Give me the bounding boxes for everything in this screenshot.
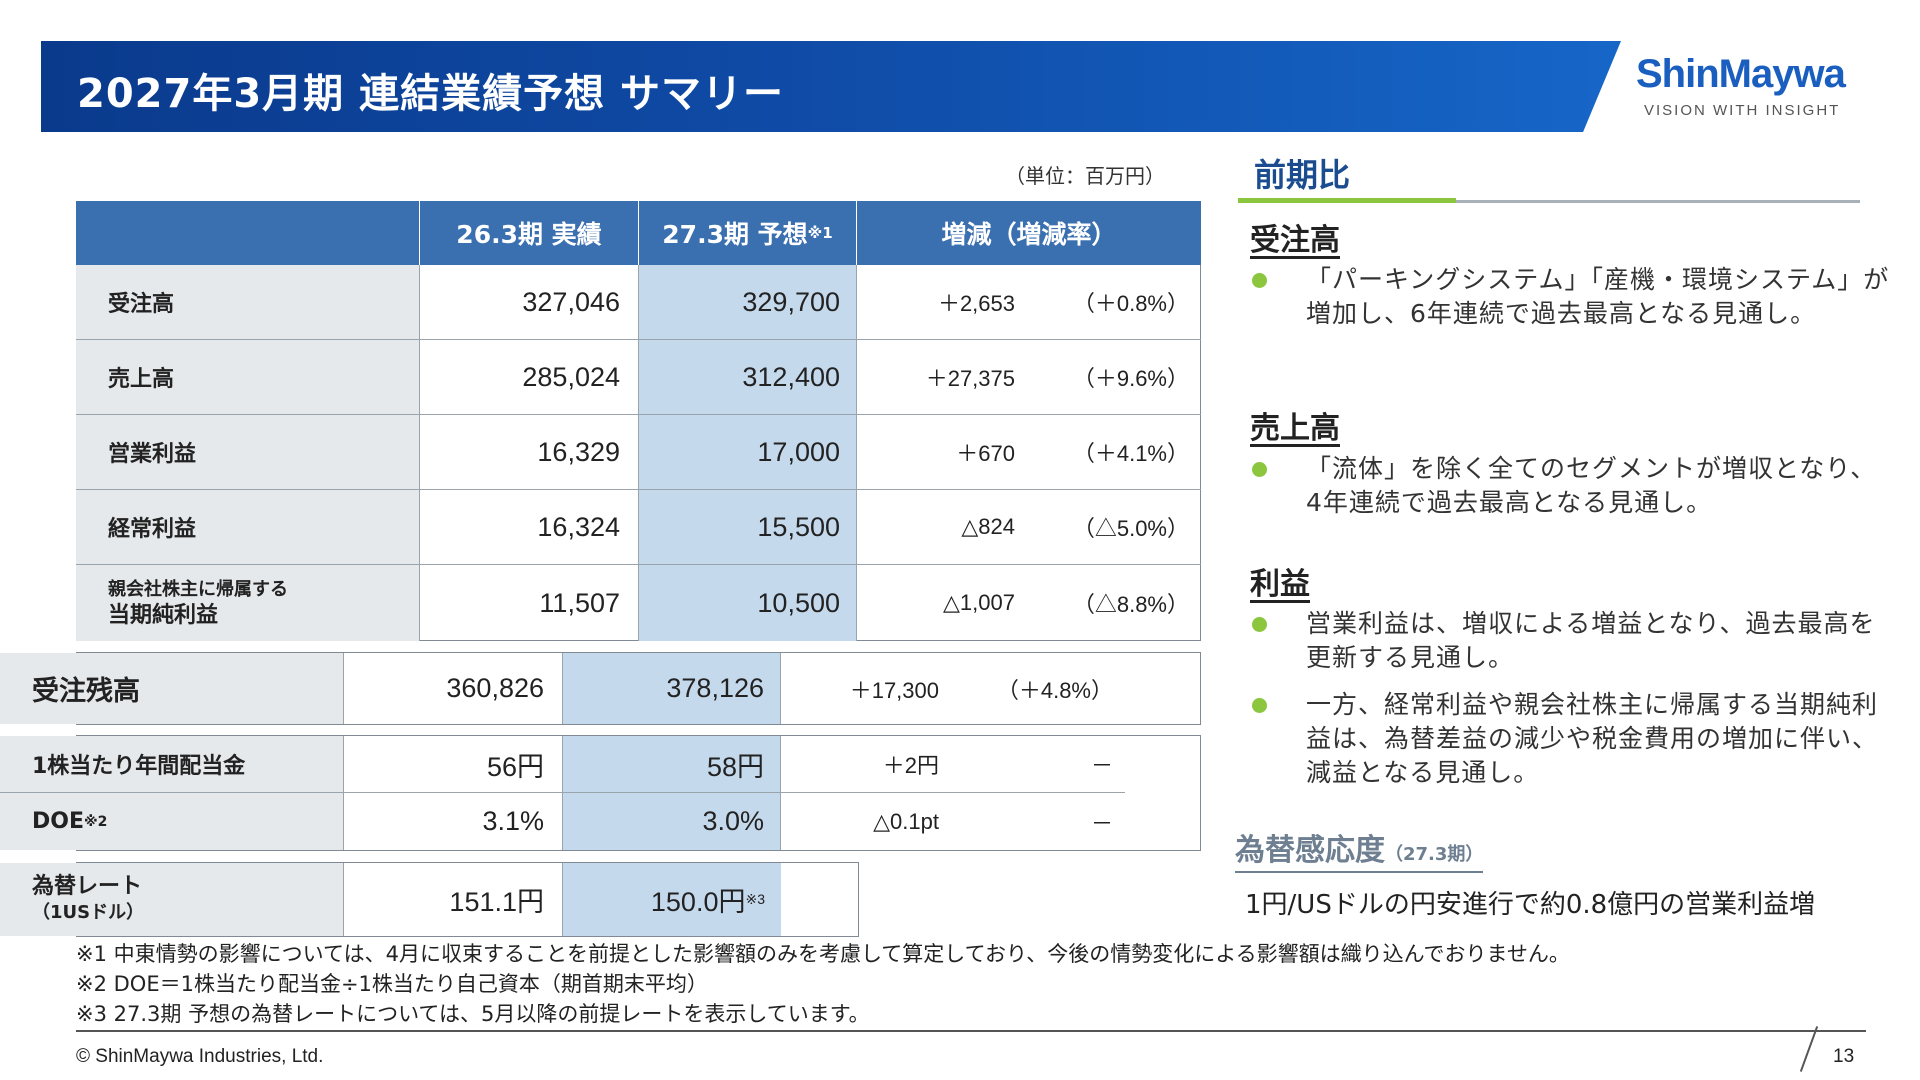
company-logo: ShinMaywa VISION WITH INSIGHT [1636, 52, 1866, 122]
copyright: © ShinMaywa Industries, Ltd. [76, 1046, 324, 1067]
row-label: DOE ※2 [0, 793, 344, 850]
table-row: 営業利益 16,329 17,000 ＋670 （＋4.1%） [76, 415, 1201, 490]
row-label-line2: （1USドル） [32, 901, 145, 923]
bullet-text: 「パーキングシステム」「産機・環境システム」が増加し、6年連続で過去最高となる見… [1306, 265, 1890, 328]
forecast-value: 10,500 [639, 565, 857, 641]
bullet-dot-icon [1252, 273, 1267, 288]
forecast-value: 17,000 [639, 415, 857, 489]
row-label: 1株当たり年間配当金 [0, 736, 344, 792]
footnote-3: ※3 27.3期 予想の為替レートについては、5月以降の前提レートを表示していま… [76, 1002, 870, 1026]
header-empty-cell [76, 201, 420, 265]
row-label-line2: 当期純利益 [108, 603, 219, 628]
column-header-change: 増減（増減率） [941, 220, 1117, 249]
orders-section-title: 受注高 [1250, 223, 1340, 258]
row-label-line1: 親会社株主に帰属する [108, 579, 288, 600]
row-label: 経常利益 [76, 490, 420, 564]
bullet-dot-icon [1252, 617, 1267, 632]
fx-sensitivity-text: 1円/USドルの円安進行で約0.8億円の営業利益増 [1245, 890, 1816, 920]
forecast-value: 378,126 [563, 653, 781, 724]
comparison-title: 前期比 [1254, 156, 1351, 194]
actual-value: 285,024 [420, 340, 639, 414]
table-row-backlog: 受注残高 360,826 378,126 ＋17,300 （＋4.8%） [0, 653, 1125, 724]
actual-value: 3.1% [344, 793, 563, 850]
rate-value: － [1090, 753, 1113, 778]
column-header-forecast: 27.3期 予想 ※1 [639, 201, 857, 265]
rate-value: （＋0.8%） [1072, 291, 1189, 316]
actual-value: 56円 [344, 736, 563, 792]
actual-value: 16,324 [420, 490, 639, 564]
bullet-dot-icon [1252, 462, 1267, 477]
title-underline [1456, 200, 1860, 203]
logo-name: ShinMaywa [1636, 52, 1846, 96]
diff-value: △0.1pt [873, 808, 939, 834]
row-label: 為替レート （1USドル） [0, 863, 344, 936]
actual-value: 327,046 [420, 265, 639, 339]
row-label-line1: 為替レート [32, 873, 143, 899]
footnote-2: ※2 DOE＝1株当たり配当金÷1株当たり自己資本（期首期末平均） [76, 972, 708, 996]
forecast-value: 312,400 [639, 340, 857, 414]
header-bar: 2027年3月期 連結業績予想 サマリー [41, 41, 1621, 132]
actual-value: 11,507 [420, 565, 639, 641]
column-header-actual: 26.3期 実績 [420, 201, 639, 265]
forecast-value: 3.0% [563, 793, 781, 850]
diff-value: ＋2円 [882, 753, 939, 778]
rate-value: （△5.0%） [1072, 516, 1189, 541]
rate-value: （＋9.6%） [1072, 366, 1189, 391]
diff-value: ＋2,653 [937, 291, 1015, 316]
actual-value: 151.1円 [344, 863, 563, 936]
table-row: 売上高 285,024 312,400 ＋27,375 （＋9.6%） [76, 340, 1201, 415]
table-header: 26.3期 実績 27.3期 予想 ※1 増減（増減率） [76, 201, 1201, 265]
unit-label: （単位：百万円） [1005, 164, 1165, 188]
forecast-value: 15,500 [639, 490, 857, 564]
row-label: 営業利益 [76, 415, 420, 489]
page-number: 13 [1833, 1046, 1855, 1067]
bullet-text: 一方、経常利益や親会社株主に帰属する当期純利益は、為替差益の減少や税金費用の増加… [1306, 690, 1879, 787]
forecast-value: 58円 [563, 736, 781, 792]
table-row-doe: DOE ※2 3.1% 3.0% △0.1pt － [0, 793, 1125, 850]
page-title: 2027年3月期 連結業績予想 サマリー [77, 71, 785, 117]
diff-value: △1,007 [943, 590, 1015, 615]
row-label: 受注高 [76, 265, 420, 339]
footnote-1: ※1 中東情勢の影響については、4月に収束することを前提とした影響額のみを考慮し… [76, 942, 1570, 966]
logo-tagline: VISION WITH INSIGHT [1644, 102, 1841, 119]
actual-value: 360,826 [344, 653, 563, 724]
table-row: 経常利益 16,324 15,500 △824 （△5.0%） [76, 490, 1201, 565]
rate-value: （＋4.8%） [996, 677, 1113, 703]
table-row-dividend: 1株当たり年間配当金 56円 58円 ＋2円 － [0, 736, 1125, 793]
sales-section-title: 売上高 [1250, 411, 1340, 446]
bullet-text: 「流体」を除く全てのセグメントが増収となり、4年連続で過去最高となる見通し。 [1306, 454, 1877, 517]
table-row: 受注高 327,046 329,700 ＋2,653 （＋0.8%） [76, 265, 1201, 340]
diff-value: △824 [961, 514, 1015, 539]
profit-section-title: 利益 [1250, 567, 1310, 602]
table-row: 親会社株主に帰属する 当期純利益 11,507 10,500 △1,007 （△… [76, 565, 1201, 641]
footer-slash [1799, 1026, 1819, 1072]
rate-value: （＋4.1%） [1072, 441, 1189, 466]
row-label: 親会社株主に帰属する 当期純利益 [76, 565, 420, 641]
forecast-value: 150.0円 ※3 [563, 863, 781, 936]
diff-value: ＋670 [956, 441, 1015, 466]
bullet-text: 営業利益は、増収による増益となり、過去最高を更新する見通し。 [1306, 609, 1876, 672]
row-label: 受注残高 [0, 653, 344, 724]
forecast-value: 329,700 [639, 265, 857, 339]
diff-value: ＋17,300 [849, 677, 939, 703]
row-label: 売上高 [76, 340, 420, 414]
rate-value: （△8.8%） [1072, 592, 1189, 617]
footer-divider [76, 1030, 1866, 1032]
table-row-fx: 為替レート （1USドル） 151.1円 150.0円 ※3 [0, 863, 782, 936]
bullet-dot-icon [1252, 698, 1267, 713]
rate-value: － [1090, 810, 1113, 836]
fx-sensitivity-title: 為替感応度（27.3期） [1235, 825, 1484, 873]
diff-value: ＋27,375 [925, 366, 1015, 391]
title-underline-accent [1238, 198, 1456, 203]
actual-value: 16,329 [420, 415, 639, 489]
